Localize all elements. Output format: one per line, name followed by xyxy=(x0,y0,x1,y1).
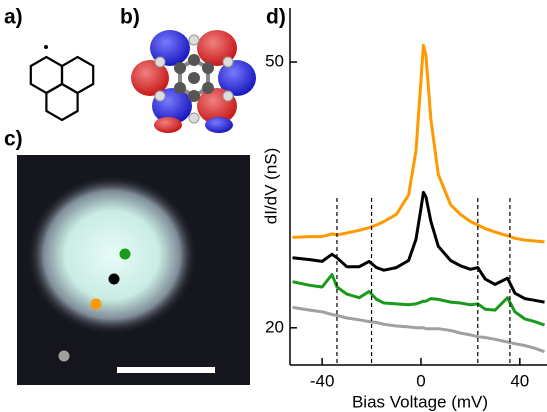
panel-label: c) xyxy=(4,128,23,151)
panel-label: d) xyxy=(266,6,286,29)
panel-label: b) xyxy=(120,6,140,29)
figure: a) b) c) d) dI/dV (nS) Bias Voltage (mV) xyxy=(0,0,547,412)
x-tick-label: 0 xyxy=(416,371,425,390)
y-tick-label: 20 xyxy=(265,317,284,336)
x-tick-label: -40 xyxy=(310,371,335,390)
series-line xyxy=(293,45,545,242)
series-line xyxy=(293,275,545,326)
panel-label: a) xyxy=(4,6,23,29)
stm-image xyxy=(17,155,250,385)
molecule-structure xyxy=(31,45,93,120)
plot: 20 50 -40 0 40 xyxy=(265,8,547,390)
y-axis-label: dI/dV (nS) xyxy=(261,148,280,225)
x-tick-label: 40 xyxy=(510,371,529,390)
series-line xyxy=(293,192,545,302)
series-line xyxy=(293,307,545,351)
radical-dot xyxy=(44,45,48,49)
ring xyxy=(31,57,62,93)
x-axis-label: Bias Voltage (mV) xyxy=(352,392,488,411)
y-tick-label: 50 xyxy=(265,52,284,71)
orbital-render xyxy=(131,30,256,133)
